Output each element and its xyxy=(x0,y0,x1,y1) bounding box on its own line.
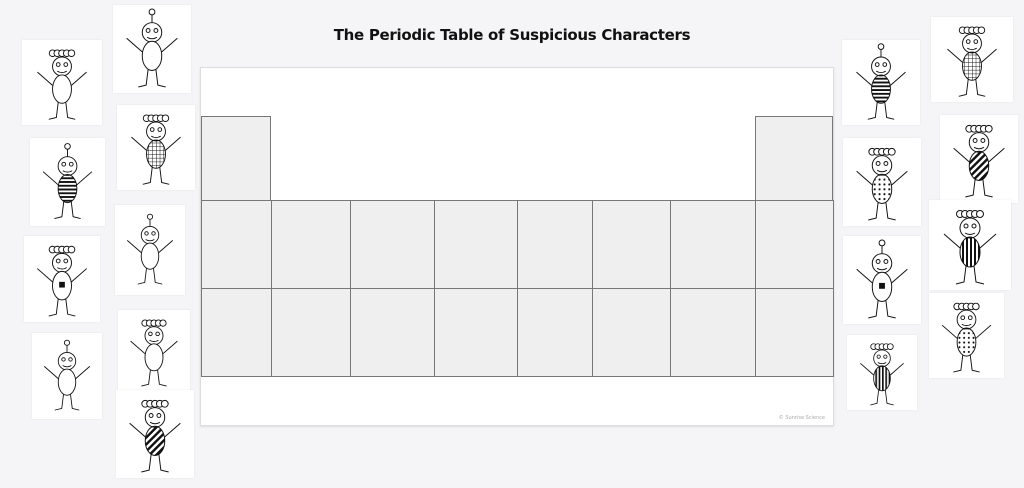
suspicious-character-figure xyxy=(856,43,906,120)
element-cell[interactable] xyxy=(434,288,518,377)
suspicious-character-figure xyxy=(860,343,904,406)
suspicious-character-figure xyxy=(130,319,178,387)
element-cell[interactable] xyxy=(434,200,518,289)
element-cell[interactable] xyxy=(350,200,435,289)
character-card[interactable] xyxy=(847,335,917,410)
suspicious-character-figure xyxy=(126,8,178,88)
character-card[interactable] xyxy=(931,17,1013,102)
suspicious-character-figure xyxy=(856,147,908,221)
character-card[interactable] xyxy=(843,138,921,226)
character-card[interactable] xyxy=(22,40,102,125)
element-cell[interactable] xyxy=(201,116,271,201)
element-cell[interactable] xyxy=(670,288,756,377)
suspicious-character-figure xyxy=(943,210,997,285)
suspicious-character-figure xyxy=(43,339,91,411)
element-cell[interactable] xyxy=(592,288,671,377)
page-title: The Periodic Table of Suspicious Charact… xyxy=(333,26,691,44)
element-cell[interactable] xyxy=(592,200,671,289)
character-card[interactable] xyxy=(929,200,1011,290)
suspicious-character-figure xyxy=(126,213,174,285)
suspicious-character-figure xyxy=(953,124,1005,198)
element-cell[interactable] xyxy=(201,200,272,289)
character-card[interactable] xyxy=(32,333,102,419)
element-cell[interactable] xyxy=(755,200,834,289)
suspicious-character-figure xyxy=(129,399,181,473)
element-cell[interactable] xyxy=(755,116,833,201)
suspicious-character-figure xyxy=(42,143,93,220)
character-card[interactable] xyxy=(24,236,100,322)
character-card[interactable] xyxy=(116,390,194,478)
element-cell[interactable] xyxy=(201,288,272,377)
element-cell[interactable] xyxy=(271,288,351,377)
suspicious-character-figure xyxy=(131,114,181,185)
character-card[interactable] xyxy=(30,138,105,226)
character-card[interactable] xyxy=(842,40,920,125)
suspicious-character-figure xyxy=(37,49,87,120)
character-card[interactable] xyxy=(843,236,921,324)
element-cell[interactable] xyxy=(670,200,756,289)
suspicious-character-figure xyxy=(941,302,992,373)
character-card[interactable] xyxy=(117,105,195,190)
element-cell[interactable] xyxy=(271,200,351,289)
character-card[interactable] xyxy=(940,115,1018,203)
suspicious-character-figure xyxy=(36,245,88,317)
element-cell[interactable] xyxy=(755,288,834,377)
element-cell[interactable] xyxy=(517,200,593,289)
watermark: © Sunrise Science xyxy=(778,415,825,421)
character-card[interactable] xyxy=(929,293,1004,378)
element-cell[interactable] xyxy=(350,288,435,377)
character-card[interactable] xyxy=(115,205,185,295)
character-card[interactable] xyxy=(118,310,190,392)
suspicious-character-figure xyxy=(856,239,908,319)
character-card[interactable] xyxy=(113,5,191,93)
element-cell[interactable] xyxy=(517,288,593,377)
periodic-table-board: © Sunrise Science xyxy=(200,67,834,426)
suspicious-character-figure xyxy=(947,26,997,97)
